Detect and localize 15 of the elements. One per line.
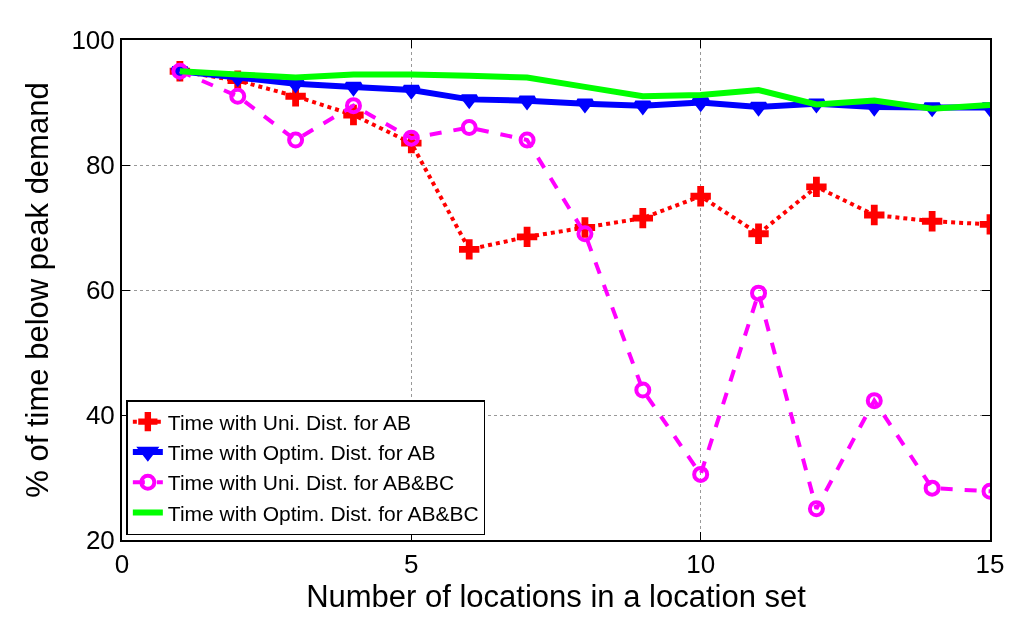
legend-label: Time with Uni. Dist. for AB — [167, 410, 411, 434]
y-tick-label: 60 — [85, 275, 115, 306]
legend-label: Time with Uni. Dist. for AB&BC — [167, 471, 455, 495]
legend-label: Time with Optim. Dist. for AB — [167, 441, 436, 465]
legend-label: Time with Optim. Dist. for AB&BC — [167, 501, 479, 525]
x-axis-title: Number of locations in a location set — [306, 579, 807, 615]
y-axis-title: % of time below peak demand — [19, 82, 55, 498]
y-tick-label: 40 — [85, 400, 115, 431]
y-tick-label: 80 — [85, 150, 115, 181]
x-tick-label: 0 — [114, 549, 130, 580]
y-tick-label: 100 — [71, 25, 115, 56]
x-tick-label: 15 — [975, 549, 1005, 580]
x-tick-label: 5 — [404, 549, 419, 580]
x-tick-label: 10 — [686, 549, 716, 580]
y-tick-label: 20 — [85, 525, 115, 556]
